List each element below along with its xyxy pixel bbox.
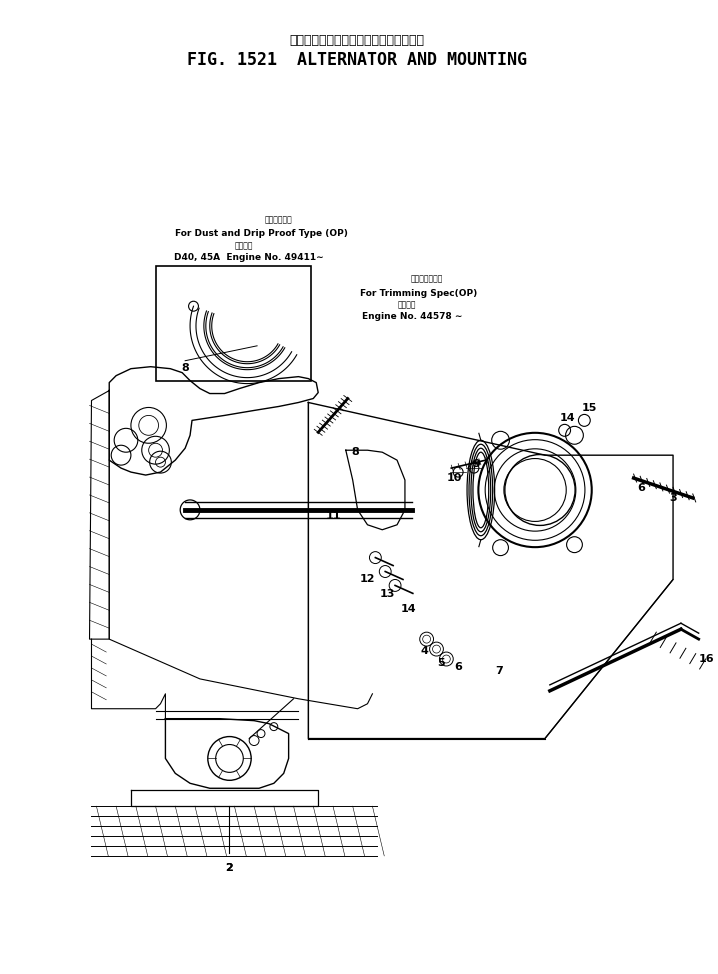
Text: 5: 5	[437, 658, 445, 668]
Text: D40, 45A  Engine No. 49411∼: D40, 45A Engine No. 49411∼	[174, 253, 324, 262]
Text: 9: 9	[472, 459, 480, 469]
Text: For Trimming Spec(OP): For Trimming Spec(OP)	[360, 288, 477, 298]
Text: 4: 4	[421, 646, 429, 656]
Text: FIG. 1521  ALTERNATOR AND MOUNTING: FIG. 1521 ALTERNATOR AND MOUNTING	[187, 52, 526, 69]
Text: 10: 10	[447, 473, 462, 483]
Text: トリミング仕機: トリミング仕機	[411, 275, 443, 283]
Text: 14: 14	[401, 604, 416, 615]
Text: 防塵防滴型用: 防塵防滴型用	[265, 215, 293, 224]
Text: 2: 2	[225, 863, 233, 873]
Bar	[156, 266, 312, 381]
Text: For Dust and Drip Proof Type (OP): For Dust and Drip Proof Type (OP)	[174, 229, 348, 238]
Text: 16: 16	[699, 654, 714, 664]
Text: 7: 7	[495, 666, 503, 676]
Text: 8: 8	[181, 362, 189, 373]
Text: 6: 6	[638, 483, 645, 493]
Text: 11: 11	[325, 510, 341, 521]
Text: 8: 8	[352, 447, 360, 457]
Text: 15: 15	[582, 403, 597, 413]
Text: Engine No. 44578 ∼: Engine No. 44578 ∼	[362, 313, 462, 321]
Text: 適用号機: 適用号機	[235, 241, 253, 250]
Text: 14: 14	[560, 413, 575, 424]
Text: 6: 6	[454, 662, 462, 672]
Text: 3: 3	[669, 493, 677, 503]
Text: 13: 13	[380, 589, 395, 599]
Text: 2: 2	[225, 863, 233, 873]
Text: 12: 12	[360, 575, 376, 584]
Text: オルタネータ　および　マウンティング: オルタネータ および マウンティング	[289, 34, 424, 47]
Text: 適用号機: 適用号機	[398, 301, 416, 310]
